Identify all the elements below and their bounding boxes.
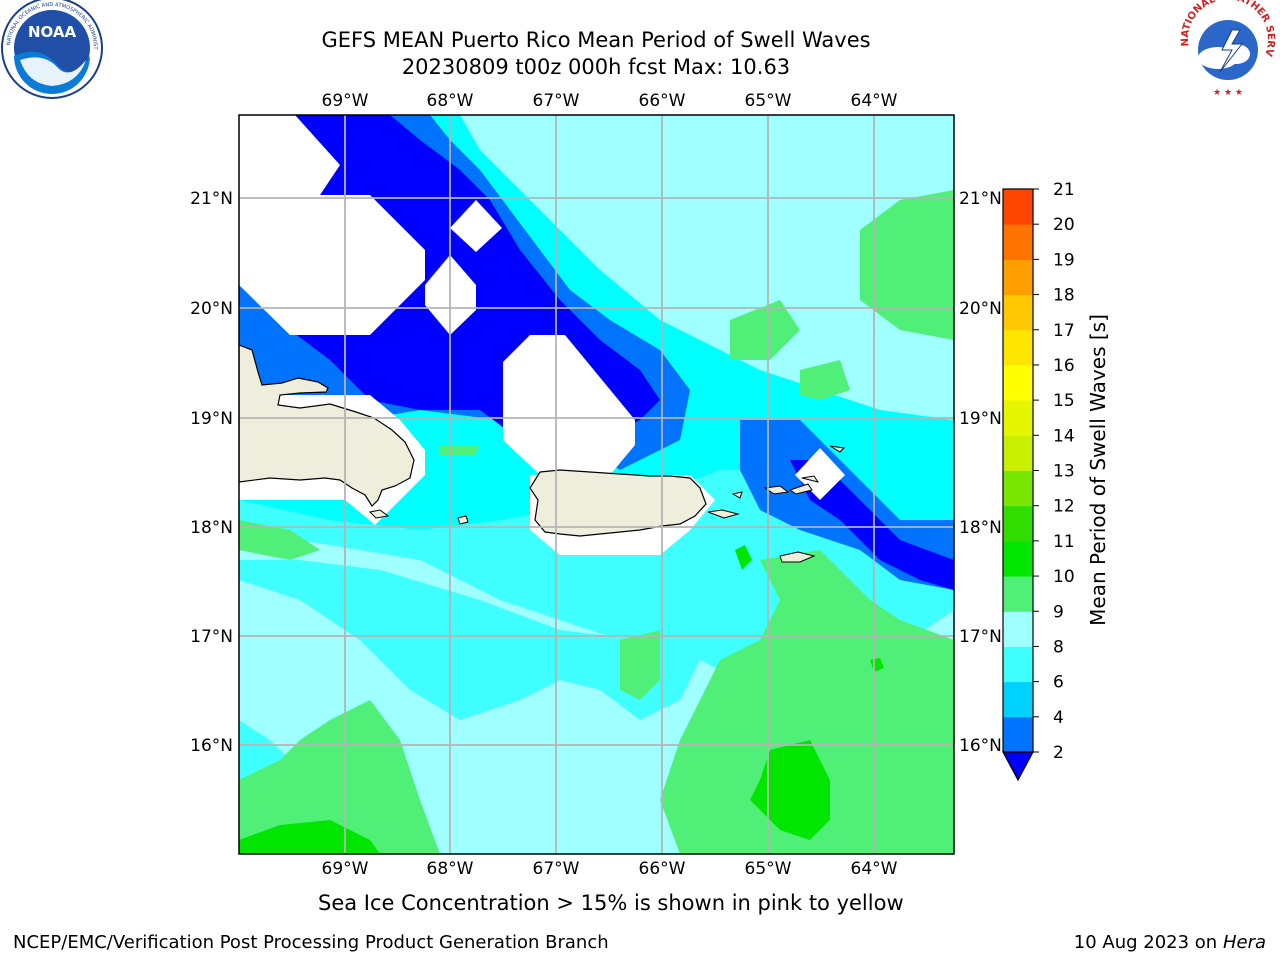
colorbar-segment [1003, 364, 1033, 401]
colorbar: 2 4 6 8 9 10 11 12 13 14 15 16 17 18 19 20 21 [1001, 180, 1075, 782]
lon-label: 69°W [322, 859, 369, 879]
lat-labels-left: 21°N 20°N 19°N 18°N 17°N 16°N [190, 189, 233, 756]
colorbar-segment [1003, 576, 1033, 612]
colorbar-segment [1003, 470, 1033, 507]
contour-9-10d [660, 550, 954, 854]
footer-host: Hera [1222, 932, 1266, 953]
colorbar-segment [1003, 294, 1033, 331]
lat-label: 21°N [190, 189, 233, 209]
colorbar-tick-label: 15 [1053, 391, 1075, 411]
colorbar-tick-label: 6 [1053, 673, 1064, 693]
lon-label: 67°W [533, 859, 580, 879]
colorbar-segment [1003, 611, 1033, 647]
contour-9-10f [620, 630, 660, 700]
colorbar-segment [1003, 681, 1033, 718]
lon-label: 69°W [322, 91, 369, 111]
colorbar-tick-label: 9 [1053, 602, 1064, 622]
lat-label: 19°N [190, 409, 233, 429]
contour-9-10g [239, 520, 320, 560]
colorbar-segment [1003, 716, 1033, 753]
lon-label: 66°W [639, 859, 686, 879]
footer-date: 10 Aug 2023 on Hera [1074, 932, 1266, 953]
lon-label: 65°W [745, 91, 792, 111]
colorbar-tick-label: 18 [1053, 286, 1075, 306]
chart-subtitle: 20230809 t00z 000h fcst Max: 10.63 [401, 55, 791, 79]
lat-label: 18°N [959, 518, 1002, 538]
map-plot [239, 115, 954, 854]
colorbar-tick-label: 19 [1053, 250, 1075, 270]
svg-text:NATIONAL WEATHER SERVICE: NATIONAL WEATHER SERVICE [0, 0, 1276, 58]
colorbar-tick-label: 13 [1053, 462, 1075, 482]
lon-label: 68°W [427, 91, 474, 111]
contour-9-10h [440, 445, 480, 455]
lat-label: 17°N [959, 627, 1002, 647]
small-islands [368, 445, 846, 563]
contour-9-10e [239, 700, 440, 854]
colorbar-segment [1003, 540, 1033, 577]
lon-label: 67°W [533, 91, 580, 111]
lon-label: 66°W [639, 91, 686, 111]
colorbar-tick-label: 21 [1053, 180, 1075, 200]
colorbar-segment [1003, 224, 1033, 260]
colorbar-tick-label: 20 [1053, 215, 1075, 235]
lat-label: 16°N [190, 736, 233, 756]
footer-date-text: 10 Aug 2023 on [1073, 932, 1218, 953]
lat-label: 19°N [959, 409, 1002, 429]
colorbar-segment [1003, 259, 1033, 296]
svg-text:★ ★ ★: ★ ★ ★ [1213, 88, 1243, 98]
colorbar-tick-label: 11 [1053, 532, 1075, 552]
noaa-logo: NOAA NATIONAL OCEANIC AND ATMOSPHERIC AD… [0, 0, 103, 99]
lat-label: 20°N [190, 299, 233, 319]
lon-labels-top: 69°W 68°W 67°W 66°W 65°W 64°W [322, 91, 898, 111]
contour-9-10a [860, 190, 954, 340]
colorbar-segment [1003, 329, 1033, 366]
colorbar-segment [1003, 189, 1033, 225]
sea-ice-note: Sea Ice Concentration > 15% is shown in … [318, 891, 904, 915]
lat-label: 21°N [959, 189, 1002, 209]
colorbar-underflow-arrow [1001, 751, 1035, 782]
contour-under-2b [790, 460, 954, 590]
footer-credit: NCEP/EMC/Verification Post Processing Pr… [13, 932, 609, 953]
lon-label: 68°W [427, 859, 474, 879]
contour-10-11a [750, 740, 830, 840]
contour-6-8b [239, 560, 700, 720]
colorbar-tick-label: 12 [1053, 497, 1075, 517]
nws-ring-text: NATIONAL WEATHER SERVICE [0, 0, 1276, 58]
colorbar-tick-label: 4 [1053, 708, 1064, 728]
colorbar-tick-label: 2 [1053, 743, 1064, 763]
chart-title: GEFS MEAN Puerto Rico Mean Period of Swe… [321, 28, 871, 52]
lon-label: 65°W [745, 859, 792, 879]
colorbar-label: Mean Period of Swell Waves [s] [1086, 314, 1110, 626]
contour-9-10c [800, 360, 850, 400]
colorbar-tick-label: 14 [1053, 426, 1075, 446]
colorbar-tick-label: 17 [1053, 321, 1075, 341]
colorbar-segment [1003, 435, 1033, 471]
lat-label: 16°N [959, 736, 1002, 756]
colorbar-tick-label: 8 [1053, 637, 1064, 657]
lat-label: 17°N [190, 627, 233, 647]
nws-logo: NATIONAL WEATHER SERVICE ★ ★ ★ [0, 0, 1278, 98]
gridlines [239, 115, 954, 854]
lat-label: 20°N [959, 299, 1002, 319]
colorbar-segment [1003, 400, 1033, 436]
lat-label: 18°N [190, 518, 233, 538]
map-frame [238, 114, 955, 855]
lon-label: 64°W [851, 859, 898, 879]
contour-10-11b [735, 545, 752, 570]
colorbar-segment [1003, 505, 1033, 542]
lon-labels-bottom: 69°W 68°W 67°W 66°W 65°W 64°W [322, 859, 898, 879]
colorbar-tick-label: 10 [1053, 567, 1075, 587]
lat-labels-right: 21°N 20°N 19°N 18°N 17°N 16°N [959, 189, 1002, 756]
contour-9-10b [730, 300, 800, 360]
noaa-logo-text: NOAA [28, 23, 77, 41]
colorbar-segment [1003, 646, 1033, 683]
lon-label: 64°W [851, 91, 898, 111]
hispaniola-land [239, 344, 415, 507]
colorbar-tick-label: 16 [1053, 356, 1075, 376]
